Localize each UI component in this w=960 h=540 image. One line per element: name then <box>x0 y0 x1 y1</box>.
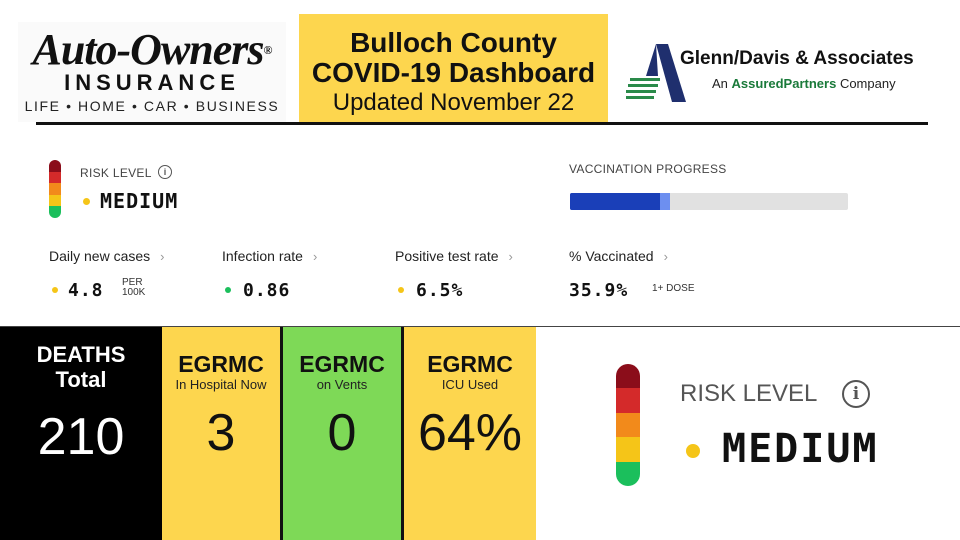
egrmc-vents-tile: EGRMC on Vents 0 <box>280 327 404 540</box>
metric-percent-vaccinated[interactable]: % Vaccinated › <box>569 248 668 264</box>
info-icon[interactable]: i <box>842 380 870 408</box>
hospital-tile-name: EGRMC <box>178 351 264 377</box>
hospital-count-value: 3 <box>206 404 236 462</box>
hospital-tile-subtitle: In Hospital Now <box>175 377 267 392</box>
risk-status-dot-large <box>686 444 700 458</box>
header-divider <box>36 122 928 125</box>
vaccination-progress-full-fill <box>570 193 660 210</box>
assured-partners-a-icon <box>626 44 686 102</box>
vaccination-progress-bar <box>570 193 848 210</box>
vents-count-value: 0 <box>327 404 357 462</box>
percent-vaccinated-value: 35.9% <box>569 280 629 301</box>
metric-infection-rate[interactable]: Infection rate › <box>222 248 318 264</box>
panel-divider <box>0 326 960 327</box>
metric-daily-new-cases[interactable]: Daily new cases › <box>49 248 165 264</box>
positive-test-rate-value: 6.5% <box>416 280 464 301</box>
auto-owners-logo: Auto-Owners® INSURANCE LIFE • HOME • CAR… <box>18 22 286 122</box>
daily-cases-unit: PER 100K <box>122 277 146 298</box>
dashboard-title-box: Bulloch County COVID-19 Dashboard Update… <box>299 14 608 122</box>
risk-gauge-small <box>49 160 61 218</box>
title-updated-date: Updated November 22 <box>332 89 575 116</box>
deaths-total-tile: DEATHS Total 210 <box>0 327 162 540</box>
vaccination-progress-label: VACCINATION PROGRESS <box>569 162 727 176</box>
deaths-subheading: Total <box>55 367 107 392</box>
glenn-davis-name: Glenn/Davis & Associates <box>680 48 914 69</box>
risk-gauge-large <box>616 364 640 486</box>
auto-owners-wordmark: Auto-Owners® <box>32 25 272 74</box>
daily-cases-value: 4.8 <box>68 280 104 301</box>
glenn-davis-logo: Glenn/Davis & Associates An AssuredPartn… <box>622 22 952 122</box>
infection-rate-status-dot <box>225 287 231 293</box>
auto-owners-insurance-text: INSURANCE <box>64 70 240 95</box>
icu-tile-subtitle: ICU Used <box>441 377 499 392</box>
risk-level-label-large: RISK LEVEL <box>680 380 818 407</box>
deaths-total-value: 210 <box>37 408 125 466</box>
positive-test-status-dot <box>398 287 404 293</box>
egrmc-icu-tile: EGRMC ICU Used 64% <box>404 327 536 540</box>
vents-tile-name: EGRMC <box>299 351 385 377</box>
icu-used-value: 64% <box>417 404 523 462</box>
vents-tile-subtitle: on Vents <box>316 377 368 392</box>
daily-cases-status-dot <box>52 287 58 293</box>
title-county: Bulloch County <box>350 27 557 58</box>
auto-owners-tagline: LIFE • HOME • CAR • BUSINESS <box>24 98 280 114</box>
deaths-heading: DEATHS <box>36 342 126 367</box>
chevron-right-icon: › <box>160 249 165 264</box>
risk-level-label: RISK LEVEL <box>80 166 152 180</box>
infection-rate-value: 0.86 <box>243 280 291 301</box>
info-icon[interactable]: i <box>158 165 172 179</box>
chevron-right-icon: › <box>508 249 513 264</box>
risk-level-value: MEDIUM <box>100 189 179 213</box>
icu-tile-name: EGRMC <box>427 351 513 377</box>
glenn-davis-subtitle: An AssuredPartners Company <box>712 76 896 91</box>
percent-vaccinated-unit: 1+ DOSE <box>652 283 695 294</box>
chevron-right-icon: › <box>663 249 668 264</box>
metric-positive-test-rate[interactable]: Positive test rate › <box>395 248 513 264</box>
risk-status-dot <box>83 198 90 205</box>
egrmc-hospital-tile: EGRMC In Hospital Now 3 <box>162 327 280 540</box>
chevron-right-icon: › <box>312 249 318 264</box>
title-dashboard: COVID-19 Dashboard <box>311 57 596 88</box>
risk-level-value-large: MEDIUM <box>722 426 879 472</box>
